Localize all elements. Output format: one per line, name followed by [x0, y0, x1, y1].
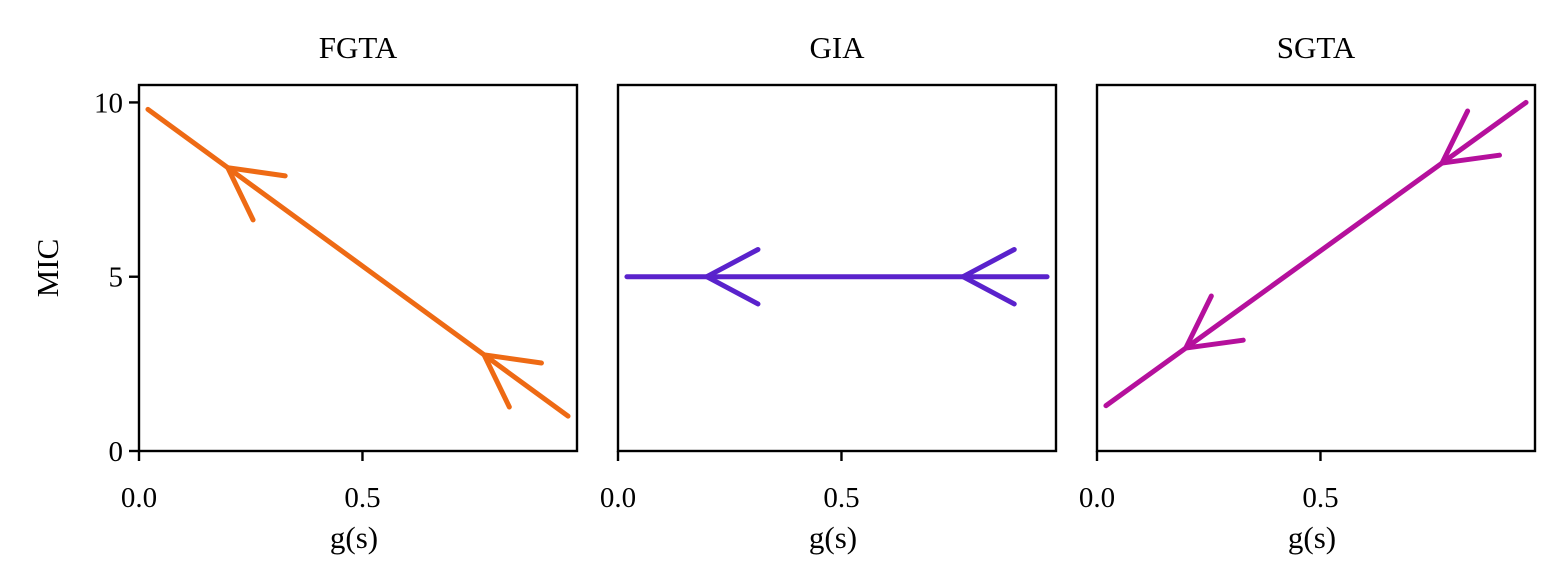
series-line: [1103, 99, 1529, 409]
direction-arrow-1: [704, 246, 761, 307]
direction-arrow-1: [1183, 293, 1246, 351]
x-tick-label: 0.5: [823, 482, 859, 514]
y-tick-label: 0: [109, 436, 124, 468]
panel-title: FGTA: [319, 30, 398, 65]
panel-title: SGTA: [1277, 30, 1356, 65]
plot-frame: [1095, 83, 1537, 453]
direction-arrow-2: [960, 246, 1017, 307]
panel-fgta: FGTA 0.0 0.5 g(s) 0 5 10 MIC: [30, 30, 579, 555]
y-tick-label: 10: [94, 87, 123, 119]
x-tick-label: 0.5: [344, 482, 380, 514]
direction-arrow-2: [1439, 108, 1502, 166]
y-tick-label: 5: [109, 262, 124, 294]
x-tick-label: 0.0: [121, 482, 157, 514]
panel-title: GIA: [809, 30, 865, 65]
panel-gia: GIA 0.0 0.5 g(s): [600, 30, 1058, 555]
x-axis-label: g(s): [809, 520, 857, 555]
x-tick-label: 0.0: [1079, 482, 1115, 514]
panel-sgta: SGTA 0.0 0.5 g(s): [1079, 30, 1537, 555]
direction-arrow-1: [225, 165, 288, 223]
x-tick-label: 0.0: [600, 482, 636, 514]
y-axis-label: MIC: [30, 239, 65, 298]
series-line: [145, 106, 571, 419]
direction-arrow-2: [481, 352, 544, 410]
plot-frame: [616, 83, 1058, 453]
x-axis-label: g(s): [330, 520, 378, 555]
x-axis-label: g(s): [1288, 520, 1336, 555]
plot-frame: [137, 83, 579, 453]
x-tick-label: 0.5: [1302, 482, 1338, 514]
